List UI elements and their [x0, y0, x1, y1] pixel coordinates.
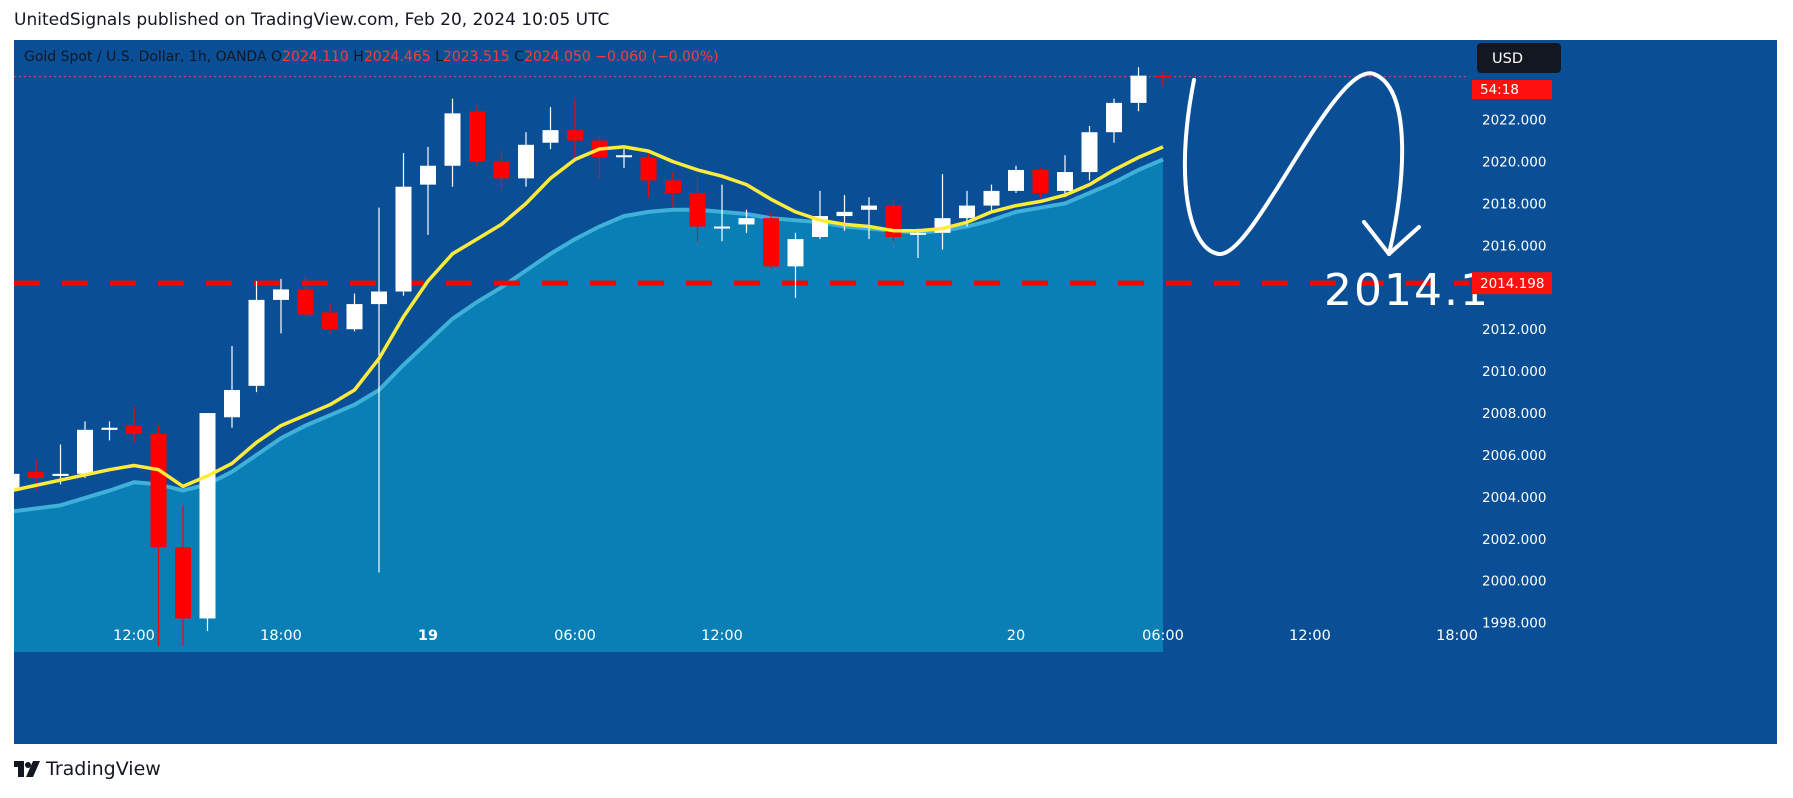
ohlc-legend-part: H [353, 49, 364, 65]
x-tick-label: 19 [418, 628, 438, 644]
tradingview-logo[interactable]: TradingView [14, 758, 161, 780]
candle-body [371, 291, 387, 305]
level-price-badge [1472, 272, 1552, 295]
candle-body [1032, 169, 1049, 193]
candle-body [199, 413, 216, 619]
candle-body [395, 186, 412, 292]
y-tick-label: 2000.000 [1482, 574, 1546, 590]
y-tick-label: 2022.000 [1482, 113, 1546, 129]
candle-body [1130, 75, 1147, 103]
ohlc-legend-part: Gold Spot / U.S. Dollar, 1h, OANDA [24, 49, 271, 65]
candle-body [420, 165, 436, 185]
candle-body [322, 312, 338, 330]
x-tick-label: 18:00 [260, 628, 302, 644]
currency-label: USD [1492, 51, 1523, 67]
candle-body [640, 157, 657, 181]
publish-info: UnitedSignals published on TradingView.c… [14, 10, 610, 30]
candle-body [14, 473, 20, 491]
y-tick-label: 2020.000 [1482, 155, 1546, 171]
ma-area-fill [14, 159, 1163, 652]
candle-body [689, 193, 706, 227]
ohlc-legend-part: −0.060 (−0.00%) [595, 49, 718, 65]
candle-body [836, 211, 853, 217]
ohlc-legend-part: 2024.465 [364, 49, 435, 65]
candle-body [518, 144, 534, 179]
candle-body [52, 473, 69, 476]
price-chart[interactable]: 2014.1 Gold Spot / U.S. Dollar, 1h, OANDA… [14, 40, 1777, 744]
y-tick-label: 2002.000 [1482, 532, 1546, 548]
y-tick-label: 2010.000 [1482, 364, 1546, 380]
candle-body [1057, 172, 1073, 191]
projection-arrowhead [1362, 220, 1421, 256]
ma-fast-line [14, 145, 1164, 492]
x-tick-label: 06:00 [1142, 628, 1184, 644]
ohlc-legend-part: C [514, 49, 524, 65]
x-tick-label: 18:00 [1436, 628, 1478, 644]
candle-body [787, 239, 804, 267]
x-tick-label: 06:00 [554, 628, 596, 644]
y-tick-label: 2012.000 [1482, 322, 1546, 338]
ohlc-legend: Gold Spot / U.S. Dollar, 1h, OANDA O2024… [24, 49, 719, 65]
candle-body [665, 180, 681, 193]
candle-body [77, 429, 93, 474]
candle-body [763, 218, 779, 267]
y-tick-label: 2004.000 [1482, 490, 1546, 506]
ohlc-legend-part: 2024.110 [282, 49, 353, 65]
y-tick-label: 2008.000 [1482, 406, 1546, 422]
candle-body [297, 289, 314, 315]
chart-area[interactable]: 2014.1 Gold Spot / U.S. Dollar, 1h, OANDA… [14, 40, 1777, 744]
target-annotation: 2014.1 [1324, 265, 1490, 316]
candle-body [101, 427, 118, 430]
candle-body [444, 113, 461, 166]
ohlc-legend-part: L [435, 49, 443, 65]
candle-body [493, 161, 510, 179]
tradingview-logo-icon [14, 761, 40, 777]
x-tick-label: 20 [1007, 628, 1025, 644]
y-tick-label: 1998.000 [1482, 616, 1546, 632]
candle-body [273, 289, 289, 300]
ohlc-legend-part: 2023.515 [443, 49, 514, 65]
candle-body [175, 547, 191, 619]
level-price-label: 2014.198 [1480, 276, 1544, 292]
ma-slow-line [14, 157, 1164, 514]
candle-body [1008, 169, 1024, 191]
candle-body [1081, 132, 1098, 173]
candle-body [616, 155, 632, 158]
candle-body [714, 226, 730, 229]
y-tick-label: 2018.000 [1482, 196, 1546, 212]
ohlc-legend-part: 2024.050 [524, 49, 595, 65]
x-tick-label: 12:00 [113, 628, 155, 644]
countdown-badge [1472, 80, 1552, 99]
x-tick-label: 12:00 [1289, 628, 1331, 644]
candle-body [861, 205, 877, 210]
candle-body [738, 218, 755, 225]
candle-body [224, 390, 240, 418]
candle-body [150, 434, 167, 548]
candle-body [542, 130, 559, 143]
candle-body [959, 205, 975, 219]
currency-button [1477, 43, 1561, 73]
x-tick-label: 12:00 [701, 628, 743, 644]
candle-body [346, 304, 363, 330]
y-tick-label: 2006.000 [1482, 448, 1546, 464]
countdown-label: 54:18 [1480, 82, 1519, 98]
y-tick-label: 2016.000 [1482, 238, 1546, 254]
candle-body [1155, 75, 1171, 78]
candle-body [126, 425, 142, 435]
candle-body [910, 232, 926, 235]
candle-body [1106, 102, 1122, 133]
candle-body [469, 111, 485, 162]
candle-body [28, 471, 44, 479]
candle-body [983, 190, 1000, 206]
candle-body [567, 130, 583, 141]
candle-body [248, 299, 265, 386]
ohlc-legend-part: O [271, 49, 282, 65]
footer-brand-text: TradingView [46, 758, 161, 780]
projection-path [1182, 71, 1405, 256]
